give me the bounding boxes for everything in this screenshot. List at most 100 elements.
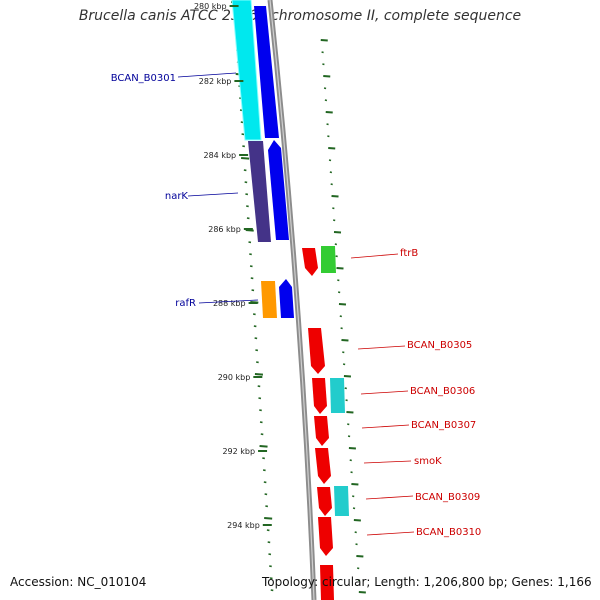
kbp-tick-label: 284 kbp bbox=[204, 151, 237, 160]
gene-label-bcan-b0306[interactable]: BCAN_B0306 bbox=[410, 386, 475, 397]
outer-tick bbox=[342, 351, 345, 354]
cds-bcan-b0306-teal[interactable] bbox=[330, 378, 345, 413]
cds-ftrb-green[interactable] bbox=[321, 246, 336, 273]
kbp-tick-label: 294 kbp bbox=[227, 521, 260, 530]
outer-tick bbox=[355, 543, 358, 546]
outer-tick bbox=[338, 303, 347, 306]
kbp-tick-label: 290 kbp bbox=[218, 373, 251, 382]
genome-summary-label: Topology: circular; Length: 1,206,800 bp… bbox=[262, 575, 592, 589]
kbp-tick-label: 282 kbp bbox=[199, 77, 232, 86]
forward-gene-labels: BCAN_B0301 narK rafR bbox=[111, 73, 196, 309]
outer-tick bbox=[321, 51, 324, 54]
leader-nark bbox=[187, 192, 239, 197]
outer-tick bbox=[347, 435, 351, 438]
kbp-tick-label: 286 kbp bbox=[208, 225, 241, 234]
gene-label-smok[interactable]: smoK bbox=[414, 456, 442, 467]
outer-tick bbox=[336, 267, 344, 270]
cds-bcan-b0309-red[interactable] bbox=[317, 487, 332, 516]
cds-bcan-b0310-red[interactable] bbox=[318, 517, 333, 556]
cds-bcan-b0307-red[interactable] bbox=[314, 416, 329, 446]
gene-label-bcan-b0309[interactable]: BCAN_B0309 bbox=[415, 492, 480, 503]
kbp-tick-label: 288 kbp bbox=[213, 299, 246, 308]
gene-label-bcan-b0305[interactable]: BCAN_B0305 bbox=[407, 340, 472, 351]
outer-tick bbox=[333, 231, 342, 234]
outer-tick bbox=[354, 531, 357, 534]
leader-bcan-b0307 bbox=[361, 424, 410, 429]
leader-bcan-b0301 bbox=[177, 72, 237, 78]
cds-bcan-b0306-red[interactable] bbox=[312, 378, 327, 414]
outer-tick bbox=[328, 159, 332, 162]
gene-leaders bbox=[177, 72, 415, 536]
kbp-scale: 280 kbp 282 kbp 284 kbp 286 kbp 288 kbp 290 k… bbox=[194, 2, 272, 530]
outer-tick bbox=[356, 567, 360, 570]
cds-bcan-b0301-cyan[interactable] bbox=[231, 0, 262, 141]
gene-label-rafr[interactable]: rafR bbox=[175, 298, 196, 309]
leader-ftrb bbox=[350, 253, 399, 259]
cds-bcan-b0305-red[interactable] bbox=[308, 328, 325, 374]
outer-tick bbox=[352, 495, 355, 498]
leader-bcan-b0305 bbox=[357, 345, 406, 350]
gene-label-bcan-b0310[interactable]: BCAN_B0310 bbox=[416, 527, 481, 538]
outer-tick bbox=[346, 411, 354, 414]
outer-tick bbox=[335, 255, 338, 258]
outer-tick bbox=[332, 219, 336, 222]
gene-label-bcan-b0301[interactable]: BCAN_B0301 bbox=[111, 73, 176, 84]
cds-rafr-blue[interactable] bbox=[279, 279, 294, 318]
leader-smok bbox=[363, 460, 412, 464]
cds-bcan-b0301-blue[interactable] bbox=[254, 6, 279, 138]
inner-tick bbox=[259, 445, 268, 448]
outer-tick bbox=[344, 387, 347, 390]
inner-tick bbox=[254, 373, 264, 376]
reverse-gene-labels: ftrB BCAN_B0305 BCAN_B0306 BCAN_B0307 sm… bbox=[400, 248, 481, 538]
kbp-tick-label: 292 kbp bbox=[222, 447, 255, 456]
outer-tick bbox=[352, 507, 356, 510]
outer-tick bbox=[348, 447, 356, 450]
outer-tick bbox=[325, 111, 333, 114]
cds-smok-red[interactable] bbox=[315, 448, 331, 484]
kbp-tick-label: 280 kbp bbox=[194, 2, 227, 11]
outer-tick bbox=[343, 375, 352, 378]
gene-label-bcan-b0307[interactable]: BCAN_B0307 bbox=[411, 420, 476, 431]
outer-tick bbox=[330, 183, 333, 186]
leader-bcan-b0306 bbox=[360, 390, 409, 395]
cds-rafr-orange[interactable] bbox=[261, 281, 277, 318]
outer-tick bbox=[322, 63, 325, 66]
outer-tick bbox=[327, 135, 330, 138]
forward-cds-track bbox=[231, 0, 294, 318]
outer-tick-ring bbox=[320, 39, 366, 594]
gene-label-nark[interactable]: narK bbox=[165, 191, 189, 202]
outer-tick bbox=[337, 279, 340, 282]
outer-tick bbox=[337, 291, 341, 294]
outer-tick bbox=[340, 327, 343, 330]
outer-tick bbox=[347, 423, 350, 426]
cds-bcan-b0309-teal[interactable] bbox=[334, 486, 349, 516]
outer-tick bbox=[328, 147, 336, 150]
outer-tick bbox=[324, 99, 328, 102]
outer-tick bbox=[329, 171, 333, 174]
leader-bcan-b0309 bbox=[365, 495, 414, 500]
outer-tick bbox=[349, 459, 352, 462]
cds-nark-purple[interactable] bbox=[248, 141, 271, 242]
outer-tick bbox=[323, 75, 331, 78]
cds-next-red[interactable] bbox=[320, 565, 334, 600]
outer-tick bbox=[334, 243, 338, 246]
gene-label-ftrb[interactable]: ftrB bbox=[400, 248, 418, 259]
outer-tick bbox=[357, 579, 361, 582]
outer-tick bbox=[345, 399, 348, 402]
accession-label: Accession: NC_010104 bbox=[10, 575, 147, 589]
reverse-cds-track bbox=[302, 246, 349, 600]
outer-tick bbox=[351, 483, 359, 486]
outer-tick bbox=[331, 195, 339, 198]
inner-tick bbox=[245, 229, 254, 232]
outer-tick bbox=[332, 207, 335, 210]
map-title: Brucella canis ATCC 23365 chromosome II,… bbox=[78, 8, 522, 24]
backbone-highlight bbox=[269, 0, 315, 600]
outer-tick bbox=[350, 471, 353, 474]
outer-tick bbox=[342, 363, 346, 366]
leader-rafr bbox=[198, 299, 259, 304]
leader-bcan-b0310 bbox=[366, 531, 415, 536]
outer-tick bbox=[358, 591, 366, 594]
cds-nark-blue[interactable] bbox=[268, 140, 289, 240]
cds-ftrb-red[interactable] bbox=[302, 248, 318, 276]
